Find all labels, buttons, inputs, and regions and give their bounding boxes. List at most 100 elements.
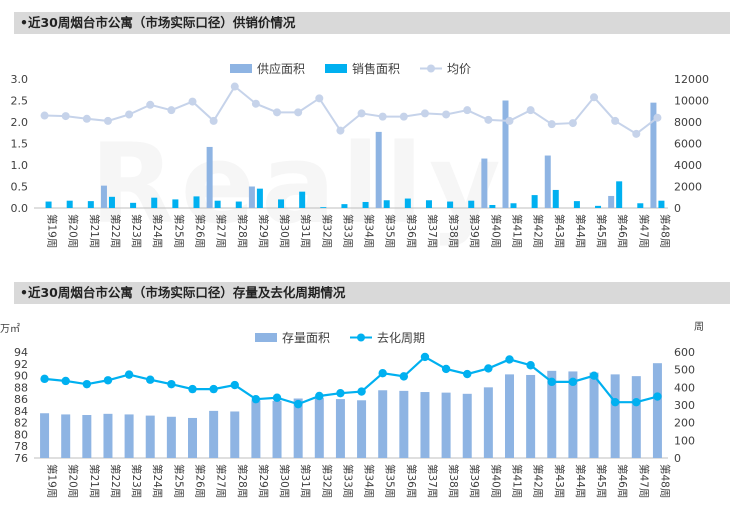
x-tick-label: 第27周 xyxy=(215,464,228,498)
legend-label-去化周期: 去化周期 xyxy=(377,331,425,345)
chart1-supply-sales-price: 0.0 0.5 1.0 1.5 2.0 2.5 3.0 0 2000 4000 6000 8000 10… xyxy=(11,61,710,248)
chart2-title: •近30周烟台市公寓（市场实际口径）存量及去化周期情况 xyxy=(14,282,730,304)
x-tick-label: 第20周 xyxy=(67,464,80,498)
x-tick-label: 第46周 xyxy=(616,464,629,498)
point-均价 xyxy=(632,129,641,138)
point-去化周期 xyxy=(484,364,493,373)
x-tick-label: 第35周 xyxy=(384,464,397,498)
y-right-tick-label: 0 xyxy=(674,202,681,215)
point-均价 xyxy=(273,108,282,117)
point-均价 xyxy=(188,97,197,106)
point-去化周期 xyxy=(610,397,620,407)
point-均价 xyxy=(230,82,239,91)
x-tick-label: 第23周 xyxy=(130,464,143,498)
point-去化周期 xyxy=(505,355,514,364)
x-tick-label: 第44周 xyxy=(574,464,587,498)
legend-swatch-销售面积 xyxy=(325,64,347,73)
x-tick-label: 第41周 xyxy=(511,464,524,498)
line-均价 xyxy=(44,85,659,136)
point-去化周期 xyxy=(103,376,113,385)
legend-label-均价: 均价 xyxy=(447,62,471,76)
y-left-tick-label: 94 xyxy=(14,346,28,359)
x-tick-label: 第44周 xyxy=(574,214,587,248)
bar-存量面积 xyxy=(568,371,578,458)
bar-存量面积 xyxy=(526,374,536,458)
x-tick-label: 第47周 xyxy=(637,214,650,248)
point-均价 xyxy=(209,116,218,125)
x-tick-label: 第36周 xyxy=(405,464,418,498)
x-tick-label: 第31周 xyxy=(299,464,312,498)
bar-供应面积 xyxy=(650,102,657,208)
point-去化周期 xyxy=(632,397,641,407)
x-tick-label: 第21周 xyxy=(88,214,101,248)
point-均价 xyxy=(103,116,112,125)
y-left-tick-label: 90 xyxy=(14,370,28,383)
y-right-tick-label: 4000 xyxy=(674,159,702,172)
bar-存量面积 xyxy=(188,417,197,458)
bar-销售面积 xyxy=(214,200,221,208)
point-均价 xyxy=(547,120,556,129)
x-tick-label: 第34周 xyxy=(363,464,376,498)
bar-销售面积 xyxy=(637,203,644,208)
y-left-tick-label: 78 xyxy=(14,440,28,453)
point-去化周期 xyxy=(420,352,430,362)
point-去化周期 xyxy=(463,369,472,379)
x-tick-label: 第25周 xyxy=(172,464,185,498)
bar-存量面积 xyxy=(103,413,113,458)
y-left-tick-label: 84 xyxy=(14,405,28,418)
legend-marker-去化周期 xyxy=(357,333,365,342)
x-tick-label: 第41周 xyxy=(511,214,524,248)
point-均价 xyxy=(653,113,662,122)
y-right-tick-label: 0 xyxy=(674,452,681,465)
point-均价 xyxy=(568,119,577,128)
bar-销售面积 xyxy=(510,203,517,208)
y-left-tick-label: 76 xyxy=(14,452,28,465)
y-left-tick-label: 2.5 xyxy=(11,95,29,108)
bar-存量面积 xyxy=(251,400,261,458)
bar-存量面积 xyxy=(589,372,599,458)
bar-供应面积 xyxy=(608,195,615,208)
point-去化周期 xyxy=(589,371,599,380)
point-均价 xyxy=(336,126,345,135)
x-tick-label: 第34周 xyxy=(363,214,376,248)
x-tick-label: 第38周 xyxy=(447,214,460,248)
y-left-tick-label: 92 xyxy=(14,358,28,371)
legend-label-存量面积: 存量面积 xyxy=(282,331,330,345)
bar-销售面积 xyxy=(320,207,327,208)
bar-存量面积 xyxy=(145,415,155,458)
point-均价 xyxy=(251,99,260,108)
bar-存量面积 xyxy=(335,399,345,458)
bar-销售面积 xyxy=(595,205,602,208)
bar-销售面积 xyxy=(489,204,496,208)
y-left-tick-label: 0.0 xyxy=(11,202,29,215)
point-去化周期 xyxy=(230,380,239,390)
chart1-title: •近30周烟台市公寓（市场实际口径）供销价情况 xyxy=(14,12,730,34)
bar-销售面积 xyxy=(468,200,475,208)
y-left-tick-label: 82 xyxy=(14,417,28,430)
bar-销售面积 xyxy=(341,204,348,208)
x-tick-label: 第45周 xyxy=(595,214,608,248)
y-right-tick-label: 2000 xyxy=(674,181,702,194)
point-均价 xyxy=(294,108,303,117)
bar-销售面积 xyxy=(108,196,115,208)
bar-销售面积 xyxy=(299,191,306,208)
bar-供应面积 xyxy=(502,100,509,208)
bar-销售面积 xyxy=(151,197,158,208)
x-tick-label: 第39周 xyxy=(468,214,481,248)
bar-销售面积 xyxy=(447,201,454,208)
y-right-tick-label: 12000 xyxy=(674,73,709,86)
point-去化周期 xyxy=(124,370,134,379)
bar-供应面积 xyxy=(375,131,382,208)
y-right-tick-label: 10000 xyxy=(674,95,709,108)
x-tick-label: 第42周 xyxy=(532,464,545,498)
point-去化周期 xyxy=(209,384,218,394)
y-left-tick-label: 86 xyxy=(14,393,28,406)
bar-存量面积 xyxy=(547,370,557,458)
bar-销售面积 xyxy=(278,199,285,208)
x-tick-label: 第22周 xyxy=(109,214,122,248)
x-tick-label: 第24周 xyxy=(151,214,164,248)
point-均价 xyxy=(378,112,387,121)
bar-供应面积 xyxy=(206,146,213,208)
point-均价 xyxy=(61,112,70,121)
